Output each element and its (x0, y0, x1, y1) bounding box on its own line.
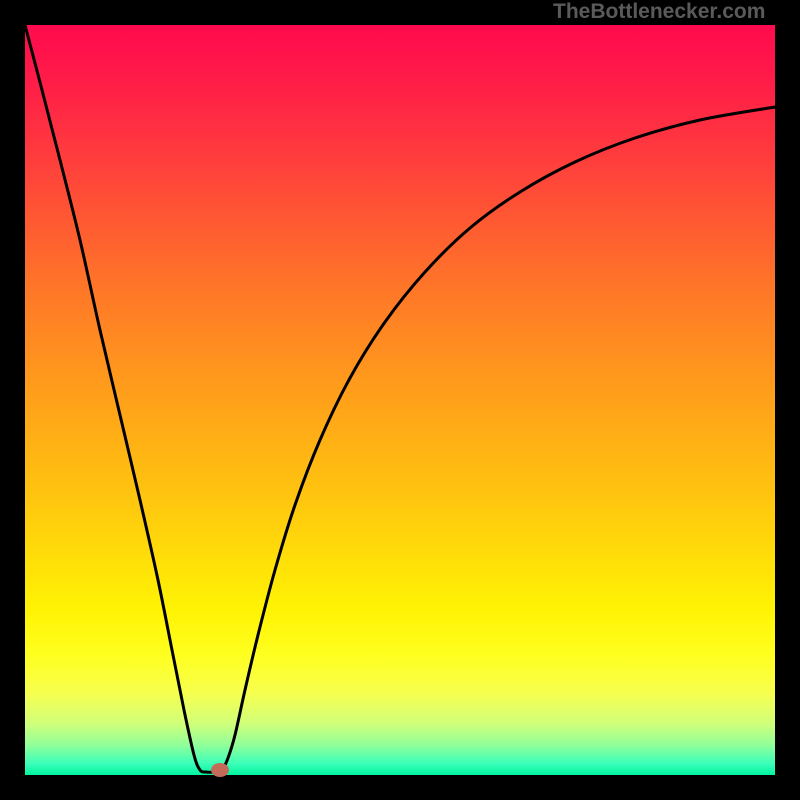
optimal-point-marker (211, 763, 229, 777)
bottleneck-curve (25, 25, 775, 772)
bottleneck-chart: TheBottlenecker.com (0, 0, 800, 800)
watermark-text: TheBottlenecker.com (553, 0, 765, 24)
chart-curve-layer (0, 0, 800, 800)
